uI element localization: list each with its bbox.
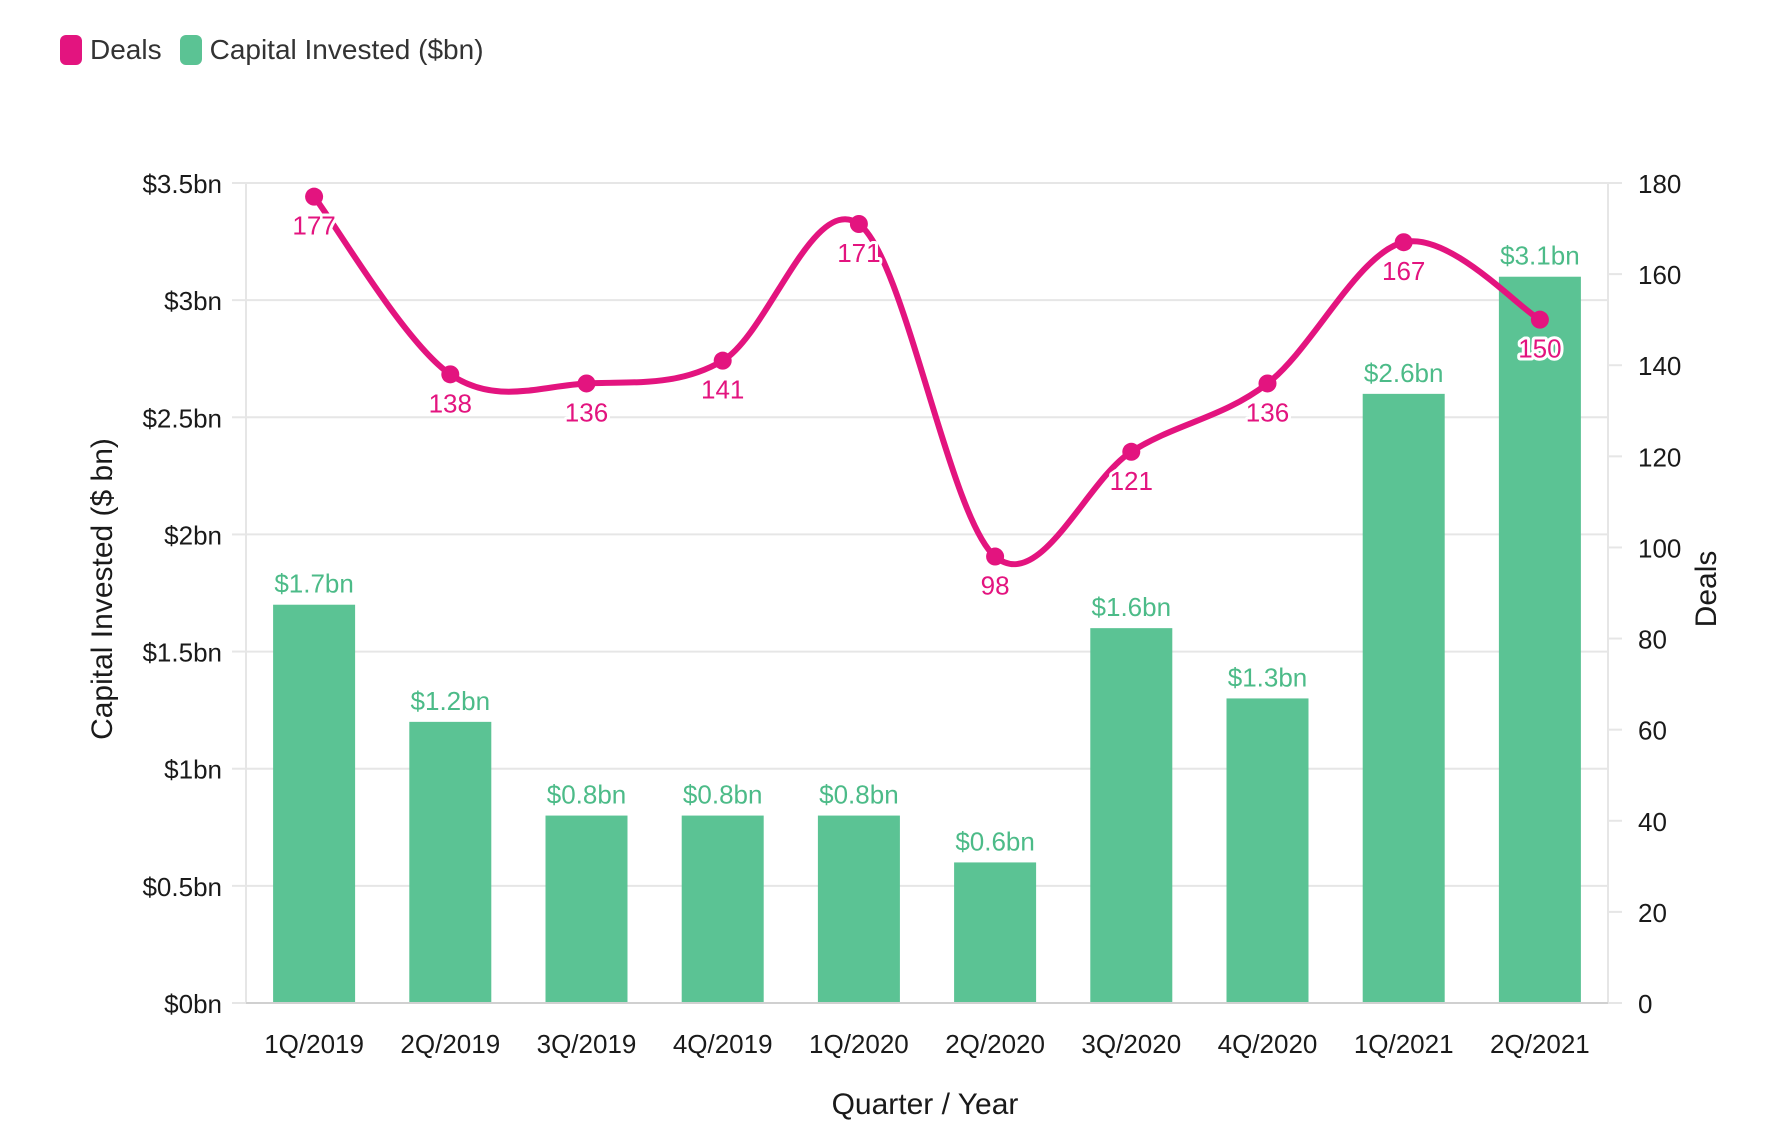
x-tick-label: 2Q/2021: [1490, 1029, 1590, 1059]
y-right-tick-label: 0: [1638, 989, 1652, 1019]
deals-point: [986, 547, 1005, 566]
capital-bar: [409, 721, 492, 1003]
capital-bar-label: $0.8bn: [683, 780, 763, 810]
capital-bar-label: $2.6bn: [1364, 358, 1444, 388]
deals-point: [1530, 310, 1549, 329]
y-left-tick-label: $2.5bn: [142, 403, 222, 433]
y-left-tick-label: $3.5bn: [142, 169, 222, 199]
x-tick-label: 1Q/2019: [264, 1029, 364, 1059]
deals-point: [1258, 374, 1277, 393]
capital-bar-label: $0.8bn: [547, 780, 627, 810]
legend-swatch-deals: [60, 35, 82, 65]
capital-bar-label: $1.7bn: [274, 569, 354, 599]
deals-point-label: 98: [981, 571, 1010, 601]
deals-point-label: 141: [701, 375, 744, 405]
legend-label-deals: Deals: [90, 34, 162, 65]
y-axis-left-title: Capital Invested ($ bn): [86, 438, 119, 740]
y-right-tick-label: 60: [1638, 716, 1667, 746]
capital-bar-label: $0.8bn: [819, 780, 899, 810]
y-right-tick-label: 80: [1638, 625, 1667, 655]
legend: Deals Capital Invested ($bn): [60, 34, 484, 66]
x-tick-label: 4Q/2020: [1218, 1029, 1318, 1059]
deals-point-label: 138: [429, 388, 472, 418]
deals-line-layer: [305, 187, 1549, 568]
y-right-tick-label: 140: [1638, 351, 1681, 381]
y-left-tick-label: $1bn: [164, 755, 222, 785]
y-left-tick-label: $0.5bn: [142, 872, 222, 902]
deals-point-label: 171: [837, 238, 880, 268]
deals-point-label: 121: [1110, 466, 1153, 496]
y-right-tick-label: 180: [1638, 169, 1681, 199]
deals-point-label: 136: [565, 397, 608, 427]
y-right-tick-label: 120: [1638, 442, 1681, 472]
capital-bar: [273, 604, 356, 1003]
y-left-tick-label: $1.5bn: [142, 638, 222, 668]
y-right-tick-label: 160: [1638, 260, 1681, 290]
deals-point: [305, 187, 324, 206]
y-left-tick-label: $2bn: [164, 520, 222, 550]
y-axis-right-title: Deals: [1690, 551, 1723, 628]
y-right-tick-label: 20: [1638, 898, 1667, 928]
y-left-tick-label: $3bn: [164, 286, 222, 316]
legend-item-deals[interactable]: Deals: [60, 34, 162, 66]
deals-point: [1394, 233, 1413, 252]
capital-bar: [817, 815, 900, 1003]
deals-point-label: 150: [1518, 334, 1561, 364]
capital-bar-label: $1.2bn: [411, 686, 491, 716]
deals-point: [849, 215, 868, 233]
x-tick-label: 1Q/2020: [809, 1029, 909, 1059]
capital-bar-labels: $1.7bn $1.2bn $0.8bn $0.8bn $0.8bn $0.6bn $1.6…: [274, 241, 1579, 857]
x-axis-title: Quarter / Year: [832, 1088, 1019, 1121]
y-right-tick-label: 100: [1638, 533, 1681, 563]
deals-point: [577, 374, 596, 393]
capital-bars: [273, 276, 1581, 1003]
legend-swatch-capital: [179, 35, 202, 65]
deals-point: [441, 365, 460, 384]
capital-bar-label: $3.1bn: [1500, 241, 1580, 271]
x-tick-label: 3Q/2020: [1081, 1029, 1181, 1059]
capital-bar-label: $0.6bn: [955, 826, 1035, 856]
x-tick-label: 1Q/2021: [1354, 1029, 1454, 1059]
deals-point-labels: 177 138 136 141 171 98 121 136 167 150: [289, 208, 1564, 604]
x-tick-label: 3Q/2019: [537, 1029, 637, 1059]
x-tick-label: 2Q/2019: [400, 1029, 500, 1059]
deals-point: [1122, 442, 1141, 461]
y-right-tick-label: 40: [1638, 807, 1667, 837]
deals-point-label: 136: [1246, 397, 1289, 427]
capital-bar: [1362, 393, 1445, 1003]
capital-bar-label: $1.6bn: [1092, 592, 1172, 622]
capital-bar-label: $1.3bn: [1228, 662, 1308, 692]
deals-line: [311, 194, 1542, 568]
legend-label-capital: Capital Invested ($bn): [209, 34, 484, 65]
capital-bar: [954, 862, 1037, 1003]
capital-bar: [1498, 276, 1581, 1003]
x-tick-label: 4Q/2019: [673, 1029, 773, 1059]
deals-point-label: 177: [292, 211, 335, 241]
axes: $0bn $0.5bn $1bn $1.5bn $2bn $2.5bn $3bn $3.5bn…: [142, 169, 1681, 1059]
y-left-tick-label: $0bn: [164, 989, 222, 1019]
capital-bar: [1226, 698, 1309, 1003]
capital-bar: [1090, 628, 1173, 1003]
deals-point: [713, 351, 732, 370]
capital-bar: [681, 815, 764, 1003]
capital-bar: [545, 815, 628, 1003]
deals-point-label: 167: [1382, 256, 1425, 286]
legend-item-capital[interactable]: Capital Invested ($bn): [179, 34, 484, 66]
x-tick-label: 2Q/2020: [945, 1029, 1045, 1059]
